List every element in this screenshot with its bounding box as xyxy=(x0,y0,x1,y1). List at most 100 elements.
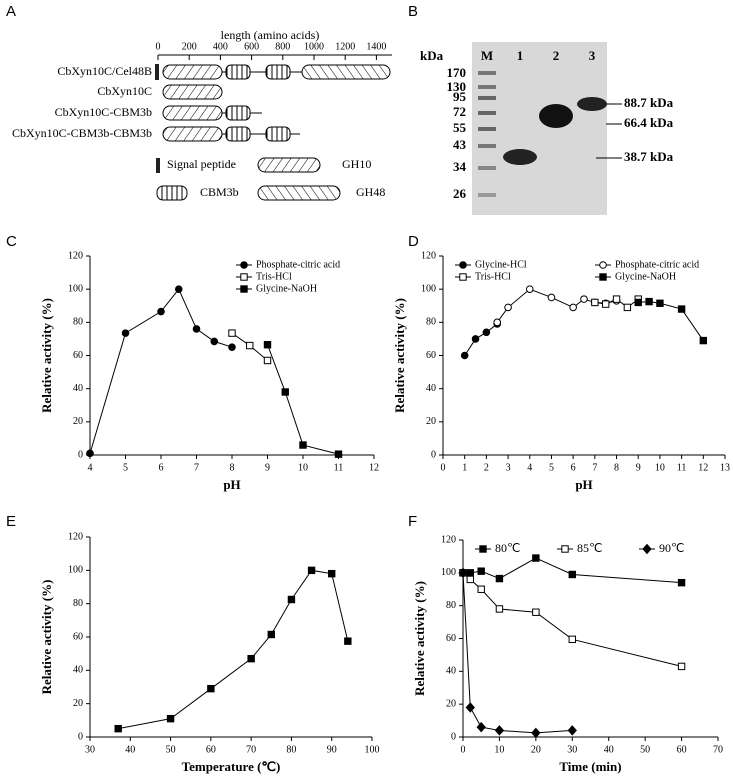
x-tick-label: 6 xyxy=(159,462,164,473)
marker xyxy=(344,637,352,645)
x-tick-label: 70 xyxy=(246,744,256,755)
construct-name: CbXyn10C-CBM3b-CBM3b xyxy=(12,126,152,140)
y-tick-label: 0 xyxy=(78,449,83,460)
marker-size: 43 xyxy=(453,137,467,152)
legend-label: Tris-HCl xyxy=(256,271,292,282)
gh10 xyxy=(162,84,223,100)
marker xyxy=(287,595,296,604)
x-tick-label: 90 xyxy=(327,744,337,755)
marker xyxy=(531,727,541,739)
cbm3b xyxy=(265,126,291,142)
x-tick-label: 8 xyxy=(614,462,619,473)
legend-text: Signal peptide xyxy=(167,157,236,171)
legend-marker xyxy=(459,261,467,269)
x-tick-label: 13 xyxy=(720,462,730,473)
y-tick-label: 0 xyxy=(451,731,456,742)
marker-size: 34 xyxy=(453,159,467,174)
marker xyxy=(591,298,599,307)
series-line xyxy=(464,323,498,356)
y-tick-label: 100 xyxy=(68,565,83,576)
tick-label: 1000 xyxy=(304,41,324,52)
cbm3b xyxy=(225,64,251,80)
marker-band xyxy=(478,144,496,148)
x-tick-label: 4 xyxy=(88,462,93,473)
y-tick-label: 0 xyxy=(78,731,83,742)
lane-label: 1 xyxy=(517,48,524,63)
legend-cbm3b xyxy=(156,185,188,201)
panel-label: D xyxy=(408,233,419,250)
legend-marker xyxy=(642,543,652,555)
marker-band xyxy=(478,71,496,75)
legend-marker xyxy=(599,261,607,269)
x-tick-label: 5 xyxy=(549,462,554,473)
marker xyxy=(86,449,94,458)
marker xyxy=(568,570,576,579)
marker xyxy=(281,388,289,396)
panel-label: F xyxy=(408,513,417,530)
x-tick-label: 10 xyxy=(298,462,308,473)
x-tick-label: 1 xyxy=(462,462,467,473)
marker-band xyxy=(478,96,496,100)
marker xyxy=(477,567,485,575)
marker xyxy=(569,303,577,312)
x-tick-label: 30 xyxy=(567,744,577,755)
y-tick-label: 20 xyxy=(426,416,436,427)
x-tick-label: 2 xyxy=(484,462,489,473)
y-tick-label: 40 xyxy=(446,666,456,677)
gel-bands xyxy=(478,71,622,197)
x-tick-label: 12 xyxy=(369,462,379,473)
gh48 xyxy=(301,64,391,80)
protein-band xyxy=(539,104,573,128)
x-tick-label: 10 xyxy=(494,744,504,755)
x-tick-label: 30 xyxy=(85,744,95,755)
marker-band xyxy=(478,166,496,170)
x-tick-label: 20 xyxy=(531,744,541,755)
y-axis-label: Relative activity (%) xyxy=(39,580,54,695)
marker xyxy=(568,635,576,644)
marker xyxy=(476,721,486,733)
marker xyxy=(623,303,632,312)
construct-name: CbXyn10C/Cel48B xyxy=(57,64,152,78)
marker-band xyxy=(478,193,496,197)
marker xyxy=(247,654,255,663)
marker-size: 26 xyxy=(453,186,467,201)
marker xyxy=(334,450,343,458)
marker xyxy=(477,585,485,593)
marker xyxy=(121,329,130,337)
y-tick-label: 20 xyxy=(73,416,83,427)
legend-label: 85℃ xyxy=(577,541,602,555)
marker xyxy=(634,298,642,307)
y-tick-label: 0 xyxy=(431,449,436,460)
x-tick-label: 60 xyxy=(206,744,216,755)
marker xyxy=(460,351,469,360)
x-tick-label: 8 xyxy=(230,462,235,473)
y-tick-label: 120 xyxy=(68,250,83,261)
tick-label: 1200 xyxy=(335,41,355,52)
series-line xyxy=(496,288,617,323)
legend-marker xyxy=(479,545,487,553)
x-tick-label: 7 xyxy=(592,462,597,473)
marker xyxy=(114,724,122,733)
x-tick-label: 11 xyxy=(334,462,344,473)
marker xyxy=(465,702,475,713)
legend-label: Tris-HCl xyxy=(475,271,511,282)
marker xyxy=(157,307,165,316)
series-line xyxy=(118,569,349,730)
marker xyxy=(192,325,201,333)
legend-marker xyxy=(240,261,248,269)
x-tick-label: 9 xyxy=(265,462,270,473)
tick-label: 200 xyxy=(182,41,197,52)
y-tick-label: 60 xyxy=(426,350,436,361)
legend-label: Glycine-NaOH xyxy=(615,271,676,282)
marker-band xyxy=(478,85,496,89)
gel-unit: kDa xyxy=(420,48,444,63)
legend-signal xyxy=(156,158,160,173)
lane-label: M xyxy=(481,48,493,63)
legend-marker xyxy=(459,273,467,281)
y-tick-label: 60 xyxy=(73,631,83,642)
gh10 xyxy=(162,64,223,80)
y-tick-label: 80 xyxy=(73,598,83,609)
panel-label: E xyxy=(6,513,16,530)
legend-label: Glycine-NaOH xyxy=(256,283,317,294)
